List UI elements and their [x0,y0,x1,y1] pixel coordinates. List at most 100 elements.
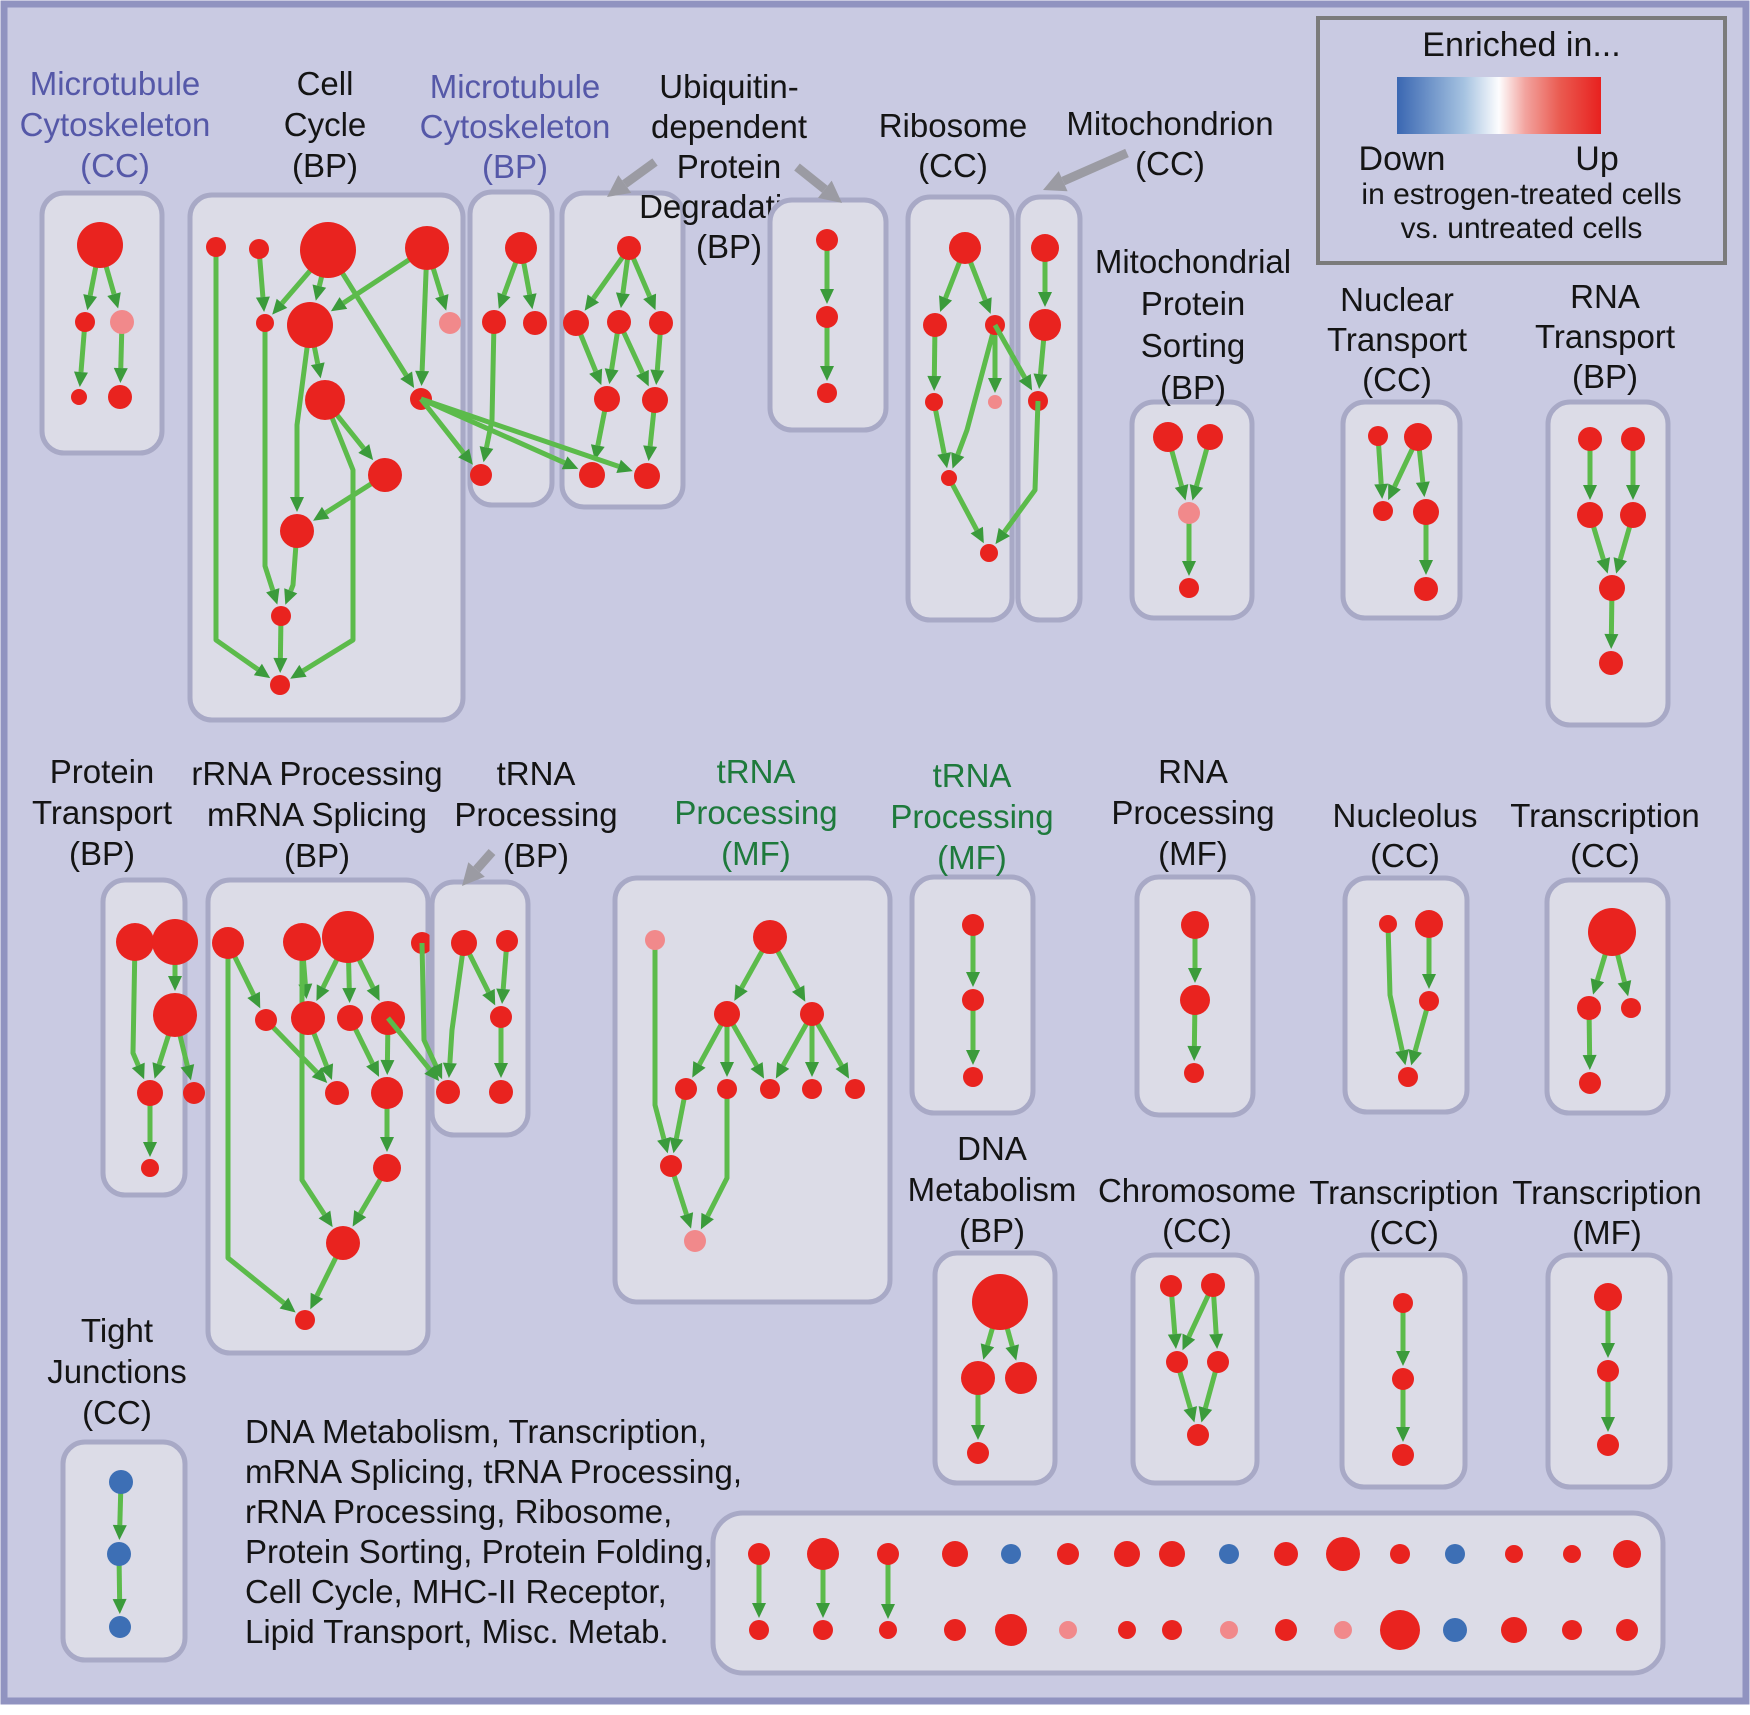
cluster-label-microtubule-cytoskeleton-cc: (CC) [80,147,150,184]
go-term-node [1178,502,1200,524]
edge-arrowhead-icon [496,988,511,1005]
go-term-node [941,470,957,486]
cluster-label-trna-processing-bp: (BP) [503,837,569,874]
edge-line [484,321,497,449]
edge-arrowhead-icon [643,293,657,311]
cluster-label-ubiquitin-degradation-bp: Protein [677,148,782,185]
go-term-node [1404,423,1432,451]
go-term-node [482,310,506,334]
cluster-label-nucleolus-cc: Nucleolus [1333,797,1478,834]
cluster-label-nucleolus-cc: (CC) [1370,837,1440,874]
edge-arrowhead-icon [352,1210,367,1227]
cluster-label-microtubule-cytoskeleton-cc: Microtubule [30,65,201,102]
edge-arrowhead-icon [400,371,415,388]
edge-arrowhead-icon [266,588,280,605]
edge-line [652,940,667,1140]
go-term-node [684,1230,706,1252]
edge-arrowhead-icon [255,296,270,313]
go-term-node [980,544,998,562]
edge-arrowhead-icon [442,1062,457,1079]
cross-edge-line [419,942,439,1067]
go-term-node [579,462,605,488]
cluster-tight-junctions-cc: Tight Junctions (CC) [47,1312,188,1663]
cluster-label-trna-processing-bp: tRNA [497,755,576,792]
edge-arrowhead-icon [1408,1049,1422,1066]
go-term-node [760,1079,780,1099]
edge-line [225,943,286,1306]
edge-arrowhead-icon [970,526,984,544]
go-term-node [1443,1618,1467,1642]
cluster-label-ubiquitin-degradation-bp: Ubiquitin- [659,68,798,105]
cluster-label-cell-cycle-bp: Cell [297,65,354,102]
go-term-node [1197,424,1223,450]
go-term-node [75,312,95,332]
go-term-node [1326,1537,1360,1571]
edge-arrowhead-icon [366,1060,380,1077]
cluster-microtubule-cytoskeleton-cc: Microtubule Cytoskeleton (CC) [20,65,210,456]
edge-arrowhead-icon [1422,974,1436,989]
edge-arrowhead-icon [1601,1417,1615,1432]
go-term-node [373,1154,401,1182]
go-term-node [1379,915,1397,933]
go-term-node [1578,427,1602,451]
edge-arrowhead-icon [83,294,98,311]
edge-arrowhead-icon [636,369,649,387]
go-term-node [326,1226,360,1260]
go-term-node [1599,651,1623,675]
edge-arrowhead-icon [272,298,288,315]
cluster-transcription-cc-upper: Transcription(CC) [1510,797,1700,1116]
cluster-rrna-processing-mrna-splicing-bp: rRNA Processing mRNA Splicing (BP) [191,755,443,1356]
edge-arrowhead-icon [1604,633,1619,650]
cluster-label-microtubule-cytoskeleton-bp: Cytoskeleton [420,108,611,145]
cluster-mitochondrion-cc: Mitochondrion(CC) [1015,105,1274,623]
cluster-label-mitochondrion-cc: Mitochondrion [1066,105,1273,142]
go-term-node [368,458,402,492]
go-term-node [322,911,374,963]
go-term-node [1334,1621,1352,1639]
go-term-node [1187,1424,1209,1446]
edge-arrowhead-icon [273,657,288,674]
go-term-node [1274,1542,1298,1566]
cluster-chromosome-cc: Chromosome(CC) [1098,1172,1296,1486]
cluster-label-transcription-cc-upper: Transcription [1510,797,1700,834]
go-term-node [295,1310,315,1330]
go-term-node [1599,575,1625,601]
edge-arrowhead-icon [1396,1351,1410,1366]
go-term-node [714,1001,740,1027]
go-term-node [270,675,290,695]
go-term-node [371,1077,403,1109]
cluster-label-ribosome-cc: (CC) [918,147,988,184]
edge-arrowhead-icon [320,1063,334,1080]
go-term-node [1392,1444,1414,1466]
go-term-node [283,923,321,961]
edge-arrowhead-icon [1596,557,1611,574]
go-term-node [1392,1368,1414,1390]
edge-arrowhead-icon [669,1137,684,1154]
go-term-node [436,1080,460,1104]
go-term-node [405,226,449,270]
legend-title: Enriched in... [1422,26,1620,64]
cluster-label-transcription-mf: (MF) [1572,1214,1642,1251]
edge-arrowhead-icon [494,1063,508,1078]
go-term-node [925,393,943,411]
note-line: Lipid Transport, Misc. Metab. [245,1613,669,1650]
edge-arrowhead-icon [152,1062,166,1079]
edge-arrowhead-icon [1018,374,1033,391]
cluster-label-ubiquitin-degradation-bp: (BP) [696,228,762,265]
cross-edge-line [386,1016,432,1072]
edge-line [946,476,979,532]
cluster-protein-degradation-extra [767,197,889,433]
edge-line [705,1089,730,1218]
go-term-node [1620,502,1646,528]
edge-arrowhead-icon [1187,1045,1202,1062]
go-term-node [439,312,461,334]
edge-arrowhead-icon [380,1059,395,1076]
cluster-label-microtubule-cytoskeleton-bp: Microtubule [430,68,601,105]
cluster-label-rna-transport-bp: (BP) [1572,358,1638,395]
edge-arrowhead-icon [816,1603,830,1618]
go-term-node [1413,499,1439,525]
edge-arrowhead-icon [358,444,374,461]
misc-terms-box [710,1510,1666,1676]
